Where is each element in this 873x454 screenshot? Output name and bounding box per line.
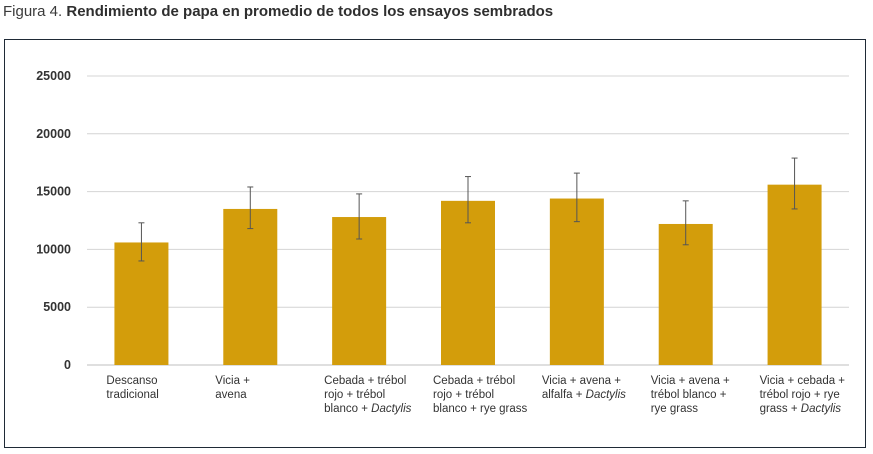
y-tick-label: 20000 (36, 127, 71, 141)
x-tick-label-line: Cebada + trébol (433, 374, 527, 388)
x-tick-label-italic: Dactylis (371, 403, 412, 415)
x-tick-label-text: Vicia + (215, 375, 250, 387)
x-tick-label-line: Vicia + (215, 374, 250, 388)
x-tick-label-italic: Dactylis (800, 403, 842, 415)
x-tick-label-text: grass + (759, 403, 801, 415)
x-tick-label-text: avena (215, 389, 247, 401)
x-tick-label-line: rojo + trébol (324, 388, 411, 402)
x-tick-label-line: Descanso (106, 374, 158, 388)
x-tick-label-text: blanco + rye grass (433, 403, 528, 415)
x-tick-label-text: rye grass (650, 403, 698, 415)
x-tick-label-line: rojo + trébol (433, 388, 527, 402)
figure-caption: Rendimiento de papa en promedio de todos… (66, 3, 554, 20)
x-tick-label-line: blanco + rye grass (433, 402, 527, 416)
x-tick-label-line: avena (215, 388, 250, 402)
x-tick-label-text: rojo + trébol (324, 389, 386, 401)
x-tick-label-text: rojo + trébol (433, 389, 495, 401)
x-tick-label-text: trébol blanco + (650, 389, 727, 401)
x-tick-label-line: trébol rojo + rye (760, 388, 845, 402)
x-tick-label-text: Vicia + avena + (650, 375, 730, 387)
x-tick-label-italic: Dactylis (585, 389, 626, 401)
x-tick-label-line: Vicia + cebada + (760, 374, 845, 388)
x-tick-label-text: Vicia + avena + (541, 375, 621, 387)
y-tick-label: 5000 (43, 300, 71, 314)
x-tick-label-line: Vicia + avena + (542, 374, 626, 388)
bar-chart: 0 5000 10000 15000 20000 25000 (36, 69, 849, 372)
bar (114, 242, 169, 365)
x-tick-label: Vicia + avena (215, 374, 250, 402)
x-tick-label-text: blanco + (324, 403, 372, 415)
x-tick-label: Cebada + trébol rojo + trébol blanco + Dac… (324, 374, 411, 416)
x-tick-label: Cebada + trébol rojo + trébol blanco + rye… (433, 374, 527, 416)
y-tick-label: 15000 (36, 185, 71, 199)
x-tick-label-line: alfalfa + Dactylis (542, 388, 626, 402)
x-tick-label-text: trébol rojo + rye (759, 389, 840, 401)
x-tick-label-text: Cebada + trébol (324, 375, 407, 387)
x-tick-label: Vicia + avena + alfalfa + Dactylis (542, 374, 626, 402)
x-tick-label-text: Descanso (106, 375, 158, 387)
x-tick-label-line: Vicia + avena + (651, 374, 730, 388)
bar (223, 208, 278, 365)
x-tick-label: Vicia + cebada + trébol rojo + rye grass +… (760, 374, 845, 416)
x-tick-label-text: Cebada + trébol (433, 375, 516, 387)
figure-title: Figura 4. Rendimiento de papa en promedi… (3, 3, 553, 20)
y-tick-label: 0 (64, 358, 71, 372)
x-tick-label: Vicia + avena + trébol blanco + rye grass (651, 374, 730, 416)
x-tick-label-line: blanco + Dactylis (324, 402, 411, 416)
x-tick-label-text: alfalfa + (541, 389, 586, 401)
x-tick-label-line: Cebada + trébol (324, 374, 411, 388)
y-tick-label: 25000 (36, 69, 71, 83)
bar (332, 217, 387, 365)
chart-frame: 0 5000 10000 15000 20000 25000 Descanso tradic… (4, 39, 866, 448)
bar (658, 223, 713, 365)
x-tick-label: Descanso tradicional (106, 374, 158, 402)
x-tick-label-line: grass + Dactylis (760, 402, 845, 416)
bar (549, 198, 604, 365)
y-tick-label: 10000 (36, 242, 71, 256)
bar (767, 184, 822, 365)
x-tick-label-line: rye grass (651, 402, 730, 416)
x-tick-label-line: tradicional (106, 388, 158, 402)
x-tick-label-text: Vicia + cebada + (759, 375, 846, 387)
figure-number: Figura 4. (3, 3, 63, 20)
bar (441, 200, 495, 365)
x-tick-label-text: tradicional (106, 389, 159, 401)
x-tick-label-line: trébol blanco + (651, 388, 730, 402)
